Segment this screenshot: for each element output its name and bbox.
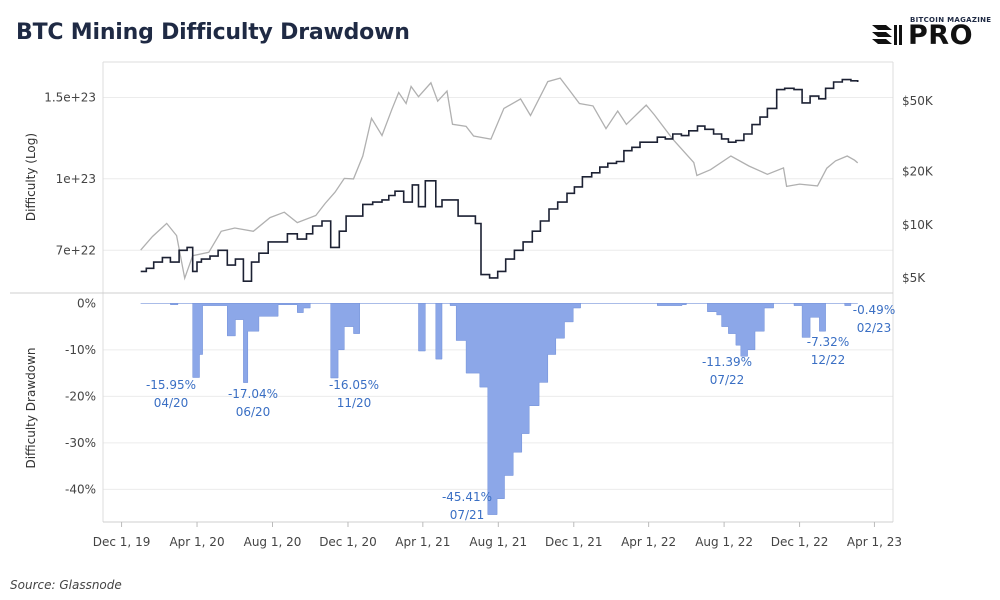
x-tick-label: Dec 1, 21 <box>545 535 603 549</box>
annotation-value: -7.32% <box>807 335 849 349</box>
annotation-date: 02/23 <box>857 321 892 335</box>
x-tick-label: Apr 1, 22 <box>621 535 676 549</box>
top-gridlines <box>103 96 893 251</box>
y2-tick-label: $50K <box>902 94 934 108</box>
annotation-value: -17.04% <box>228 387 278 401</box>
x-tick-label: Dec 1, 22 <box>771 535 829 549</box>
annotation-value: -11.39% <box>702 355 752 369</box>
x-tick-label: Aug 1, 22 <box>695 535 753 549</box>
y-ticks-price: $50K $20K $10K $5K <box>902 94 934 285</box>
source-note: Source: Glassnode <box>10 578 122 592</box>
price-line <box>140 77 859 281</box>
y-tick-label: -20% <box>65 389 96 403</box>
brand-small-text: BITCOIN MAGAZINE <box>910 16 992 24</box>
y2-tick-label: $20K <box>902 165 934 179</box>
annotation-date: 11/20 <box>337 396 372 410</box>
difficulty-line <box>140 78 859 282</box>
x-tick-label: Apr 1, 23 <box>847 535 902 549</box>
brand-logo: BITCOIN MAGAZINE PRO <box>872 16 992 52</box>
y2-tick-label: $10K <box>902 218 934 232</box>
annotation-value: -0.49% <box>853 303 895 317</box>
x-tick-labels: Dec 1, 19 Apr 1, 20 Aug 1, 20 Dec 1, 20 Apr … <box>93 535 902 549</box>
x-tick-label: Aug 1, 21 <box>469 535 527 549</box>
annotation-date: 06/20 <box>236 405 271 419</box>
annotation-date: 07/22 <box>710 373 745 387</box>
y-axis-title-drawdown: Difficulty Drawdown <box>24 347 38 468</box>
annotation-date: 07/21 <box>450 508 485 522</box>
y-tick-label: -30% <box>65 436 96 450</box>
y-tick-label: 7e+22 <box>56 243 96 257</box>
y-tick-label: 1e+23 <box>56 172 96 186</box>
annotation-date: 12/22 <box>811 353 846 367</box>
annotation-value: -15.95% <box>146 378 196 392</box>
y-axis-title-difficulty: Difficulty (Log) <box>24 133 38 221</box>
x-tick-label: Dec 1, 19 <box>93 535 151 549</box>
y-ticks-difficulty: 1.5e+23 1e+23 7e+22 <box>44 90 96 257</box>
brand-big-text: PRO <box>908 20 974 51</box>
drawdown-annotations: -15.95% 04/20 -17.04% 06/20 -16.05% 11/20 -45.… <box>146 303 895 522</box>
x-tick-label: Dec 1, 20 <box>319 535 377 549</box>
page-title: BTC Mining Difficulty Drawdown <box>16 20 410 45</box>
y-tick-label: -40% <box>65 482 96 496</box>
drawdown-area <box>140 303 858 515</box>
y2-tick-label: $5K <box>902 271 926 285</box>
brand-mark-icon <box>872 25 902 45</box>
annotation-value: -45.41% <box>442 490 492 504</box>
x-tick-marks <box>121 522 875 527</box>
y-tick-label: 0% <box>77 296 96 310</box>
x-tick-label: Apr 1, 21 <box>395 535 450 549</box>
y-tick-label: -10% <box>65 343 96 357</box>
x-tick-label: Aug 1, 20 <box>244 535 302 549</box>
annotation-date: 04/20 <box>154 396 189 410</box>
y-ticks-drawdown: 0% -10% -20% -30% -40% <box>65 296 96 496</box>
annotation-value: -16.05% <box>329 378 379 392</box>
y-tick-label: 1.5e+23 <box>44 90 96 104</box>
x-tick-label: Apr 1, 20 <box>169 535 224 549</box>
